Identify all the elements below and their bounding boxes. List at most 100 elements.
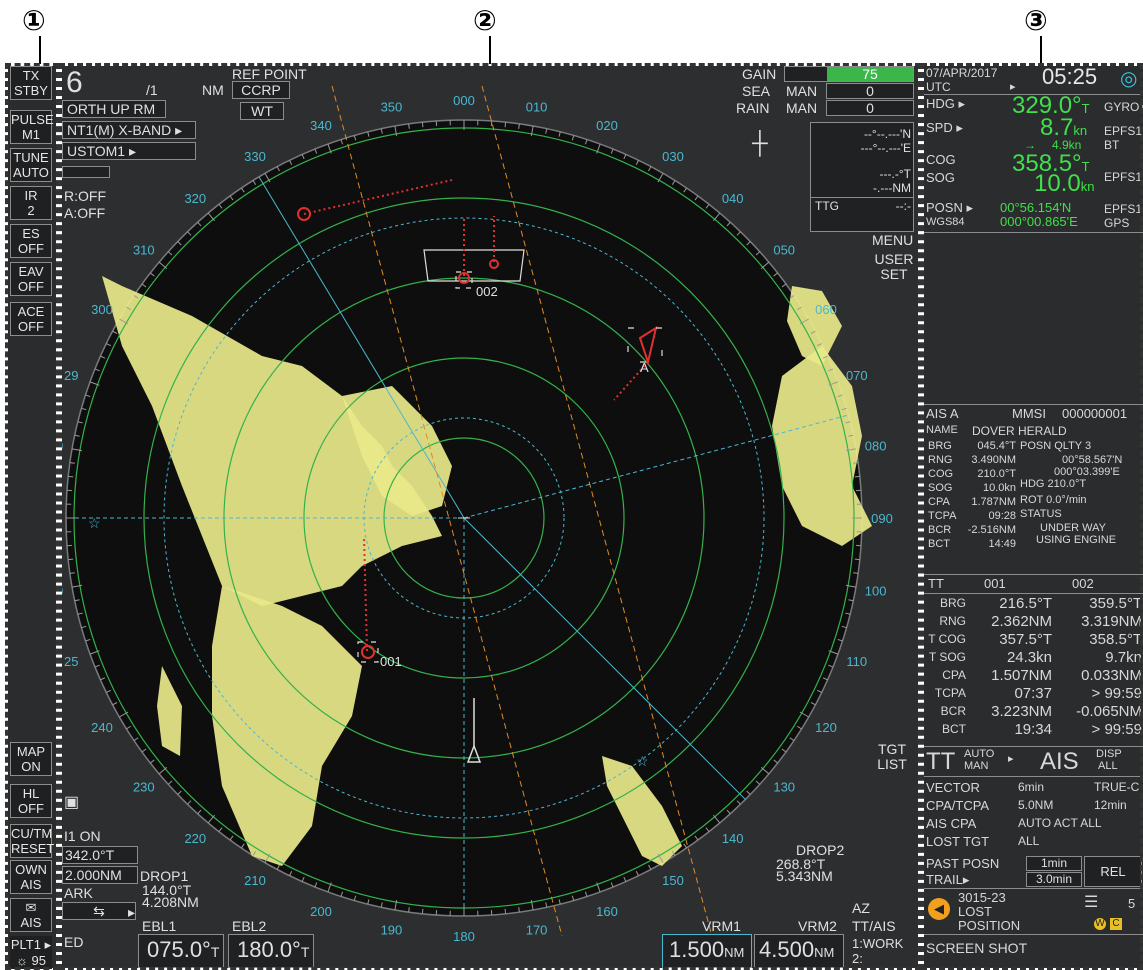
bearing-label-240: 240	[91, 720, 113, 735]
tt-mode-arrow-icon[interactable]: ▸	[1008, 753, 1014, 765]
palette-button[interactable]: PLT1 ▸	[10, 936, 52, 953]
setting-value[interactable]: 5.0NM	[1018, 798, 1054, 812]
bearing-tick	[736, 231, 741, 236]
menu-button[interactable]: MENU	[872, 232, 914, 248]
ed-label: ED	[64, 934, 84, 950]
button-eav[interactable]: EAV OFF	[10, 262, 52, 296]
bearing-label-080: 080	[865, 438, 887, 453]
past-posn-value[interactable]: 1min	[1026, 856, 1082, 871]
button-ace[interactable]: ACE OFF	[10, 302, 52, 336]
wt-button[interactable]: WT	[240, 102, 284, 120]
bearing-tick	[828, 650, 839, 655]
tt-auto[interactable]: AUTO	[964, 748, 995, 760]
sea-mode[interactable]: MAN	[786, 83, 818, 99]
bearing-label-180: 180	[453, 929, 475, 944]
timezone[interactable]: UTC	[926, 80, 951, 94]
tt-row-value-001: 1.507NM	[991, 667, 1052, 684]
trail-rel-button[interactable]: REL	[1084, 856, 1142, 887]
work2-label[interactable]: 2:	[852, 951, 863, 966]
sea-value[interactable]: 0	[826, 83, 914, 99]
bearing-tick	[150, 272, 155, 277]
setting-value[interactable]: 6min	[1018, 780, 1045, 794]
bearing-tick	[187, 231, 192, 236]
mark-arrow-icon[interactable]: ▸	[128, 904, 136, 920]
button-es[interactable]: ES OFF	[10, 224, 52, 258]
ref-point-button[interactable]: CCRP	[232, 81, 290, 99]
orientation-mode-button[interactable]: ORTH UP RM	[62, 100, 166, 118]
button-own[interactable]: OWN AIS	[10, 860, 52, 894]
tt-row-value-002: 0.033NM	[1081, 667, 1142, 684]
button-ais[interactable]: ✉ AIS	[10, 898, 52, 932]
setting-value[interactable]: AUTO ACT ALL	[1018, 816, 1102, 830]
button-ir[interactable]: IR 2	[10, 186, 52, 220]
radar-screen[interactable]: 000 0100200300400500600700800901001101201…	[62, 66, 918, 968]
button-ir-label-2: 2	[27, 203, 35, 218]
tune-bar	[62, 166, 110, 178]
vrm1-value-box[interactable]: 1.500NM	[662, 934, 752, 968]
mark-select-button[interactable]: ⇆	[62, 902, 136, 920]
bearing-label-210: 210	[244, 873, 266, 888]
rain-value[interactable]: 0	[826, 100, 914, 116]
callout-3: ③	[1024, 4, 1048, 37]
bearing-tick	[421, 908, 424, 914]
custom-select-button[interactable]: USTOM1 ▸	[62, 142, 196, 160]
bearing-tick	[781, 283, 787, 288]
ais-row-label: RNG	[928, 454, 953, 466]
alert-speaker-icon[interactable]: ◀	[928, 898, 950, 920]
button-cutm[interactable]: CU/TM RESET	[10, 824, 54, 858]
trail-label[interactable]: TRAIL▸	[926, 872, 970, 887]
setting-value-2[interactable]: 12min	[1094, 798, 1127, 812]
button-tune[interactable]: TUNE AUTO	[10, 148, 52, 182]
vrm2-value-box[interactable]: 4.500NM	[754, 934, 844, 968]
bearing-label-040: 040	[722, 191, 744, 206]
camera-icon[interactable]: ▣	[64, 794, 80, 811]
ais-all[interactable]: ALL	[1098, 760, 1118, 772]
ais-row-value: 210.0°T	[977, 468, 1016, 480]
button-eav-label-1: EAV	[18, 264, 44, 279]
user-set-button[interactable]: USER SET	[874, 251, 914, 282]
trail-value[interactable]: 3.0min	[1026, 872, 1082, 887]
alert-list-icon[interactable]: ☰	[1084, 894, 1099, 911]
timezone-arrow-icon[interactable]: ▸	[1010, 81, 1016, 93]
bearing-tick	[167, 780, 173, 785]
ttais-button[interactable]: TT/AIS	[852, 918, 896, 934]
bearing-tick	[81, 625, 87, 629]
bearing-tick	[340, 891, 344, 897]
bearing-tick	[817, 343, 822, 347]
button-hl[interactable]: HL OFF	[10, 784, 52, 818]
setting-value[interactable]: ALL	[1018, 834, 1040, 848]
bearing-tick	[264, 173, 271, 183]
radar-display[interactable]: 000 010 020 030 040 050 060 070 080 090 100 110 120 1…	[62, 66, 918, 968]
bearing-tick	[327, 143, 332, 154]
tt-row-value-002: > 99:59	[1091, 685, 1142, 702]
button-pulse[interactable]: PULSE M1	[10, 110, 54, 144]
bearing-tick	[327, 882, 332, 893]
tt-col-001: 001	[984, 576, 1006, 591]
brilliance-control[interactable]: ☼ 95	[10, 952, 52, 969]
posn-label[interactable]: POSN ▸	[926, 200, 973, 215]
bearing-tick	[89, 381, 100, 386]
lat-value: 00°56.154'N	[1000, 200, 1072, 215]
gain-slider[interactable]: 75	[784, 66, 914, 82]
tt-man[interactable]: MAN	[964, 760, 989, 772]
hdg-label[interactable]: HDG ▸	[926, 96, 966, 111]
spd-label[interactable]: SPD ▸	[926, 120, 963, 135]
work1-label[interactable]: 1:WORK	[852, 936, 904, 951]
range-value[interactable]: 6	[66, 66, 83, 99]
set-source: BT	[1104, 138, 1120, 152]
tt-title: TT	[928, 576, 944, 591]
bearing-tick	[106, 689, 111, 693]
bearing-tick	[760, 261, 770, 269]
radar-echo-7	[157, 666, 182, 756]
button-map[interactable]: MAP ON	[10, 742, 52, 776]
button-tx[interactable]: TX STBY	[10, 66, 52, 100]
setting-value-2[interactable]: TRUE-C	[1094, 780, 1140, 794]
bearing-tick	[187, 800, 192, 805]
bearing-tick	[89, 650, 100, 655]
ais-disp[interactable]: DISP	[1096, 748, 1122, 760]
tgt-list-button[interactable]: TGT LIST	[877, 741, 907, 772]
antenna-select-button[interactable]: NT1(M) X-BAND ▸	[62, 121, 196, 139]
ebl1-value-box[interactable]: 075.0°T	[138, 934, 224, 968]
rain-mode[interactable]: MAN	[786, 100, 818, 116]
screen-shot-button[interactable]: SCREEN SHOT	[926, 940, 1028, 956]
